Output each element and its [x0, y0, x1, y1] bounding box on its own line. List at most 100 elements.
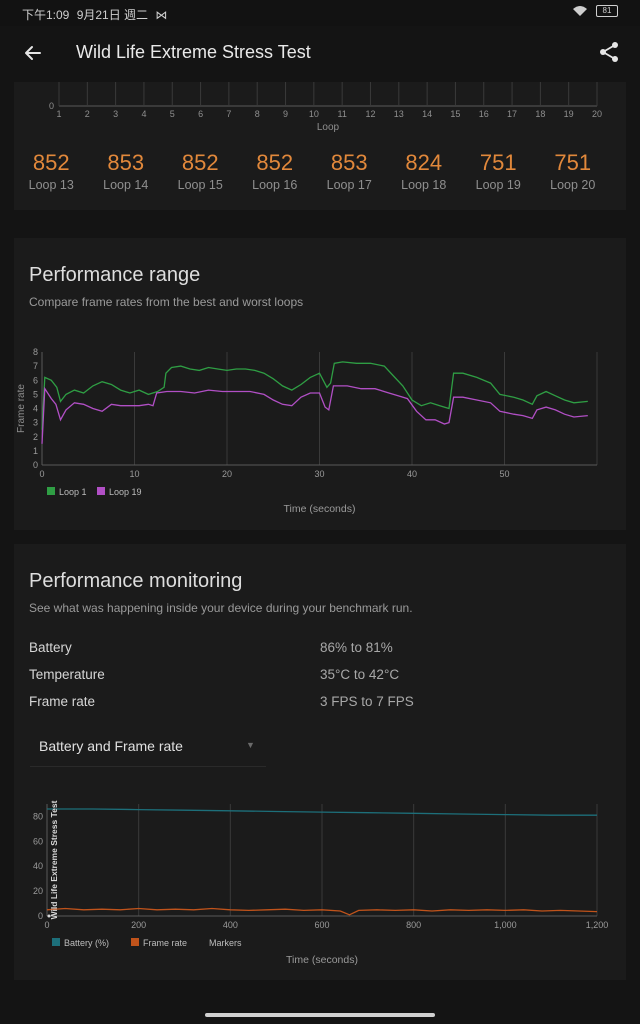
- chart-y-tick-label: 20: [33, 886, 43, 896]
- loop-axis-tick-label: 8: [255, 109, 260, 119]
- legend-swatch: [47, 487, 55, 495]
- chart-y-tick-label: 6: [33, 375, 38, 385]
- loop-score-label: Loop 16: [252, 178, 298, 192]
- chart-x-tick-label: 40: [407, 469, 417, 479]
- loop-score-value: 853: [330, 150, 368, 175]
- metric-label-frame-rate: Frame rate: [29, 694, 96, 709]
- performance-range-chart: 0 10 20 30 40 50 0 1 2 3 4 5 6 7 8 Frame rate Time (seco…: [16, 347, 598, 515]
- marker-dot: [47, 914, 51, 918]
- loop-axis-tick-label: 3: [113, 109, 118, 119]
- loop-score-value: 852: [32, 150, 70, 175]
- loop-axis-tick-label: 15: [450, 109, 460, 119]
- nfc-icon: ⋈: [155, 8, 168, 22]
- chart-x-tick-label: 10: [129, 469, 139, 479]
- loop-score-value: 824: [405, 150, 443, 175]
- loop-axis-tick-label: 1: [56, 109, 61, 119]
- share-icon[interactable]: [596, 39, 622, 65]
- performance-range-title: Performance range: [29, 264, 201, 286]
- loop-axis-tick-label: 11: [337, 109, 346, 119]
- loop-score-item: 751 Loop 20: [536, 150, 611, 192]
- status-bar: 下午1:09 9月21日 週二 ⋈ 81: [0, 0, 640, 26]
- legend-swatch: [97, 487, 105, 495]
- chart-x-tick-label: 200: [131, 920, 146, 930]
- loop-score-label: Loop 18: [401, 178, 447, 192]
- legend-swatch: [131, 938, 139, 946]
- chart-type-dropdown[interactable]: Battery and Frame rate ▼: [30, 728, 266, 767]
- chart-x-tick-label: 0: [44, 920, 49, 930]
- status-date: 9月21日 週二: [76, 8, 149, 22]
- legend-label: Battery (%): [64, 938, 109, 948]
- app-bar: Wild Life Extreme Stress Test: [0, 26, 640, 82]
- loop-score-item: 852 Loop 13: [14, 150, 89, 192]
- chart-y-tick-label: 60: [33, 836, 43, 846]
- legend-label: Loop 19: [109, 487, 142, 497]
- loop-score-value: 852: [181, 150, 219, 175]
- chart-x-tick-label: 50: [499, 469, 509, 479]
- loop-axis-tick-label: 4: [141, 109, 146, 119]
- chart-y-tick-label: 5: [33, 389, 38, 399]
- chart-y-tick-label: 0: [33, 460, 38, 470]
- chart-series-line-battery-: [47, 808, 597, 816]
- loop-axis-tick-label: 17: [507, 109, 517, 119]
- chart-y-tick-label: 0: [38, 911, 43, 921]
- loop-score-item: 853 Loop 17: [312, 150, 387, 192]
- page-title: Wild Life Extreme Stress Test: [76, 42, 311, 62]
- loop-axis-y-tick: 0: [49, 101, 54, 111]
- legend-label: Frame rate: [143, 938, 187, 948]
- loop-score-item: 751 Loop 19: [461, 150, 536, 192]
- chevron-down-icon: ▼: [246, 740, 255, 750]
- back-arrow-icon[interactable]: [20, 40, 46, 66]
- chart-y-tick-label: 7: [33, 361, 38, 371]
- performance-range-card: Performance range Compare frame rates fr…: [14, 238, 626, 530]
- loop-axis-tick-label: 16: [479, 109, 489, 119]
- metric-label-battery: Battery: [29, 640, 72, 655]
- chart-y-axis-label: Frame rate: [16, 384, 27, 433]
- status-left: 下午1:09 9月21日 週二 ⋈: [22, 6, 167, 23]
- chart-x-tick-label: 30: [314, 469, 324, 479]
- chart-y-tick-label: 80: [33, 811, 43, 821]
- chart-y-tick-label: 40: [33, 861, 43, 871]
- loop-axis-tick-label: 20: [592, 109, 602, 119]
- chart-series-line-loop-19: [41, 385, 588, 444]
- loop-axis-tick-label: 6: [198, 109, 203, 119]
- navigation-gesture-bar[interactable]: [205, 1013, 435, 1017]
- legend-label: Markers: [209, 938, 242, 948]
- chart-x-tick-label: 1,200: [586, 920, 609, 930]
- chart-x-tick-label: 0: [39, 469, 44, 479]
- chart-series-line-loop-1: [41, 361, 588, 430]
- loop-axis-tick-label: 13: [394, 109, 404, 119]
- loop-score-label: Loop 20: [550, 178, 596, 192]
- loop-score-label: Loop 14: [103, 178, 149, 192]
- loop-axis-tick-label: 12: [365, 109, 375, 119]
- chart-x-tick-label: 20: [222, 469, 232, 479]
- chart-y-tick-label: 3: [33, 418, 38, 428]
- chart-x-tick-label: 400: [223, 920, 238, 930]
- chart-series-line-frame-rate: [46, 907, 598, 916]
- chart-x-axis-label: Time (seconds): [286, 954, 358, 966]
- loop-score-value: 852: [256, 150, 294, 175]
- metric-label-temperature: Temperature: [29, 667, 105, 682]
- dropdown-selected-label: Battery and Frame rate: [39, 738, 183, 754]
- chart-y-tick-label: 1: [33, 446, 38, 456]
- loop-score-value: 751: [554, 150, 592, 175]
- loop-score-item: 852 Loop 15: [163, 150, 238, 192]
- loop-scores-card: 0 1 2 3 4 5 6 7 8 9 10 11 12 13 14 15 16 17 18 19 20 Loop 852…: [14, 82, 626, 210]
- metric-value-frame-rate: 3 FPS to 7 FPS: [320, 694, 414, 709]
- loop-axis-tick-label: 14: [422, 109, 432, 119]
- loop-axis-tick-label: 10: [309, 109, 319, 119]
- loop-score-label: Loop 17: [326, 178, 372, 192]
- chart-y-tick-label: 2: [33, 432, 38, 442]
- battery-icon: 81: [596, 5, 618, 17]
- chart-x-axis-label: Time (seconds): [284, 503, 356, 515]
- chart-x-tick-label: 800: [406, 920, 421, 930]
- loop-score-label: Loop 15: [177, 178, 223, 192]
- loop-axis-tick-label: 5: [170, 109, 175, 119]
- chart-y-tick-label: 4: [33, 404, 38, 414]
- loop-score-label: Loop 13: [28, 178, 74, 192]
- loop-score-item: 852 Loop 16: [238, 150, 313, 192]
- status-right: 81: [572, 5, 618, 17]
- performance-monitoring-title: Performance monitoring: [29, 570, 243, 592]
- loop-axis-tick-label: 9: [283, 109, 288, 119]
- chart-x-tick-label: 600: [314, 920, 329, 930]
